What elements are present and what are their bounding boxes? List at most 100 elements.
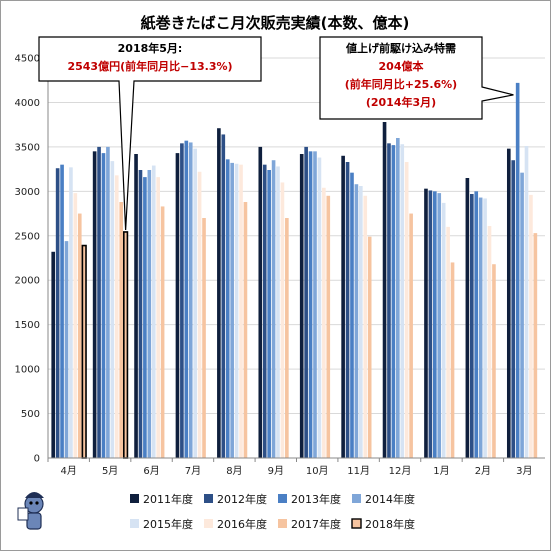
bar-2012年度-5月 xyxy=(97,146,101,458)
bar-2012年度-8月 xyxy=(221,134,226,458)
x-tick-label: 2月 xyxy=(475,465,491,477)
bar-2011年度-4月 xyxy=(51,251,56,458)
bar-2014年度-6月 xyxy=(147,170,152,458)
legend-swatch xyxy=(130,494,139,503)
bar-2014年度-1月 xyxy=(437,193,442,458)
bar-2012年度-7月 xyxy=(180,143,184,459)
callout-mar-2014 xyxy=(319,36,514,120)
bar-2016年度-12月 xyxy=(404,162,409,458)
bar-2013年度-1月 xyxy=(433,191,437,459)
callout-mar-line-3: (前年同月比+25.6%) xyxy=(345,77,457,91)
bar-2015年度-4月 xyxy=(69,167,73,459)
bar-2012年度-3月 xyxy=(511,160,516,458)
y-tick-label: 500 xyxy=(21,409,40,420)
bar-2018年度-4月 xyxy=(81,244,87,459)
x-tick-label: 12月 xyxy=(389,465,412,477)
bar-2016年度-5月 xyxy=(114,175,119,459)
bar-2015年度-7月 xyxy=(193,148,197,458)
legend-swatch xyxy=(278,519,287,528)
legend-label: 2015年度 xyxy=(143,517,193,531)
x-tick-label: 4月 xyxy=(61,465,77,477)
bar-2012年度-10月 xyxy=(304,146,308,458)
bar-2013年度-4月 xyxy=(60,164,64,458)
bar-2015年度-5月 xyxy=(110,161,115,458)
x-tick-label: 5月 xyxy=(102,465,118,477)
x-tick-label: 11月 xyxy=(347,465,370,477)
bar-2011年度-12月 xyxy=(382,122,387,458)
bar-2014年度-10月 xyxy=(313,151,317,459)
mascot-icon xyxy=(17,492,44,530)
bar-2013年度-5月 xyxy=(101,153,106,458)
bar-2016年度-3月 xyxy=(529,194,533,458)
bar-2017年度-11月 xyxy=(367,236,372,458)
bar-2013年度-3月 xyxy=(515,82,520,458)
bar-2013年度-8月 xyxy=(225,159,230,459)
bar-2017年度-4月 xyxy=(77,213,82,458)
callout-mar-line-1: 値上げ前駆け込み特需 xyxy=(345,41,456,55)
bar-2016年度-10月 xyxy=(322,187,326,458)
bar-2015年度-9月 xyxy=(276,166,280,458)
bar-2014年度-11月 xyxy=(354,184,359,458)
bar-2011年度-8月 xyxy=(217,128,221,458)
bar-2017年度-5月 xyxy=(119,202,124,458)
bar-2011年度-1月 xyxy=(424,188,428,458)
bar-2011年度-10月 xyxy=(299,154,304,458)
bar-2014年度-4月 xyxy=(64,241,69,458)
x-tick-label: 10月 xyxy=(306,465,329,477)
y-tick-label: 3500 xyxy=(15,142,40,153)
bar-2014年度-3月 xyxy=(520,172,524,458)
bar-2016年度-7月 xyxy=(197,171,202,458)
y-tick-label: 4500 xyxy=(15,54,40,65)
bar-2012年度-2月 xyxy=(469,194,474,458)
bar-2017年度-7月 xyxy=(202,218,206,458)
bar-2015年度-6月 xyxy=(151,165,156,459)
bars-layer xyxy=(51,82,538,459)
bar-2012年度-1月 xyxy=(428,190,433,458)
bar-2011年度-7月 xyxy=(175,153,180,458)
bar-2013年度-10月 xyxy=(308,151,313,459)
bar-2017年度-1月 xyxy=(450,262,455,458)
bar-2012年度-9月 xyxy=(262,164,267,458)
callout-may-line-1: 2018年5月: xyxy=(118,41,183,55)
bar-2012年度-11月 xyxy=(345,162,350,458)
legend-label: 2018年度 xyxy=(365,517,415,531)
bar-2015年度-10月 xyxy=(317,157,322,459)
bar-2011年度-2月 xyxy=(465,178,470,458)
bar-2013年度-11月 xyxy=(350,172,354,458)
chart-title: 紙巻きたばこ月次販売実績(本数、億本) xyxy=(141,14,410,32)
bar-2014年度-5月 xyxy=(106,146,110,458)
bar-2016年度-6月 xyxy=(156,177,160,458)
bar-2014年度-7月 xyxy=(188,142,193,458)
x-tick-label: 8月 xyxy=(226,465,242,477)
bar-2015年度-8月 xyxy=(234,163,239,458)
y-tick-label: 2000 xyxy=(15,276,40,287)
bar-2014年度-9月 xyxy=(271,160,276,458)
legend-swatch xyxy=(278,494,287,503)
bar-2015年度-2月 xyxy=(483,198,487,458)
x-tick-label: 9月 xyxy=(268,465,284,477)
bar-2013年度-9月 xyxy=(267,170,271,458)
bar-2015年度-1月 xyxy=(441,202,446,458)
callout-mar-line-4: (2014年3月) xyxy=(366,95,436,109)
legend-swatch xyxy=(130,519,139,528)
bar-2013年度-2月 xyxy=(474,191,479,459)
bar-2011年度-6月 xyxy=(134,154,138,458)
callout-mar-line-2: 204億本 xyxy=(379,59,424,73)
bar-2016年度-11月 xyxy=(363,195,368,458)
annotation-layer: 2018年5月: 2543億円(前年同月比−13.3%) 値上げ前駆け込み特需 204… xyxy=(38,36,514,230)
callout-may-2018 xyxy=(38,36,262,230)
bar-2016年度-4月 xyxy=(73,193,78,458)
bar-2015年度-11月 xyxy=(359,186,363,458)
bar-2017年度-6月 xyxy=(160,206,165,458)
bar-2016年度-9月 xyxy=(280,182,285,458)
bar-2017年度-8月 xyxy=(243,202,248,458)
bar-2014年度-2月 xyxy=(478,197,483,459)
callout-may-line-2: 2543億円(前年同月比−13.3%) xyxy=(67,59,232,73)
bar-2012年度-12月 xyxy=(387,143,391,459)
legend-label: 2017年度 xyxy=(291,517,341,531)
bar-2018年度-5月 xyxy=(123,231,129,459)
bar-2017年度-12月 xyxy=(409,213,413,458)
y-tick-label: 3000 xyxy=(15,187,40,198)
y-tick-label: 1500 xyxy=(15,320,40,331)
legend-label: 2014年度 xyxy=(365,492,415,506)
